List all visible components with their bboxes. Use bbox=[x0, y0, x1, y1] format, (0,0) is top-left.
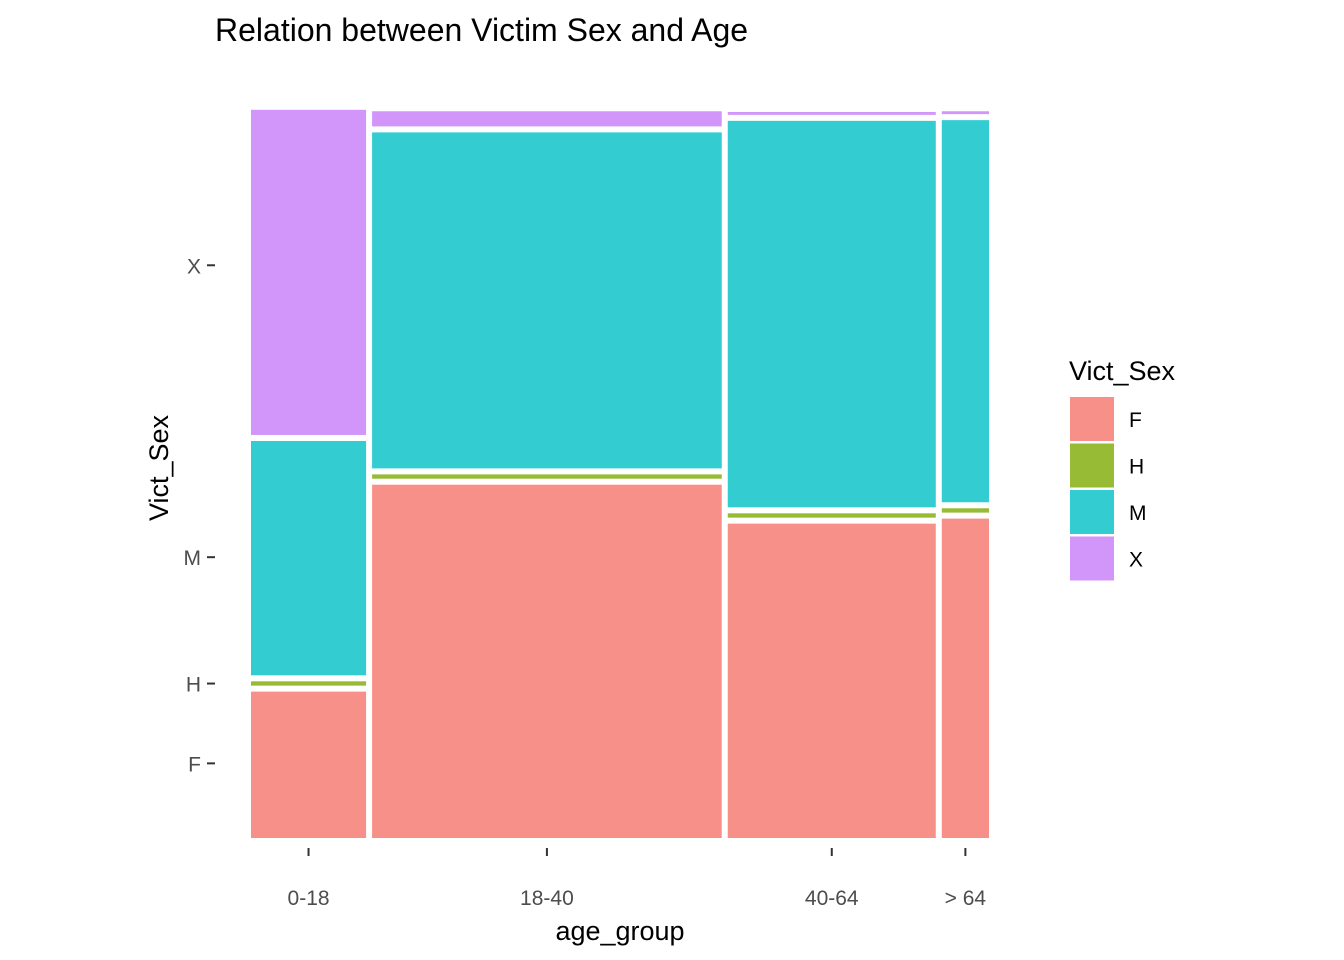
cell-64-h bbox=[941, 508, 989, 513]
x-tick-label-40-64: 40-64 bbox=[805, 887, 859, 910]
cell-64-m bbox=[941, 120, 989, 503]
legend-swatch-h bbox=[1070, 443, 1114, 488]
cell-64-x bbox=[941, 111, 989, 115]
legend: Vict_Sex F HM X bbox=[1069, 356, 1176, 581]
legend-label-m: M bbox=[1129, 502, 1147, 525]
y-tick-label-x: X bbox=[187, 255, 201, 278]
cell-0-18-f bbox=[251, 691, 367, 838]
legend-label-f: F bbox=[1129, 409, 1142, 432]
x-tick-label-0-18: 0-18 bbox=[288, 887, 330, 910]
y-axis-title: Vict_Sex bbox=[144, 414, 174, 521]
cell-40-64-f bbox=[727, 523, 936, 838]
x-axis: 0-18 18-40 40-64 > 64 bbox=[288, 848, 987, 910]
y-axis: F H M X bbox=[184, 255, 215, 776]
cell-40-64-m bbox=[727, 120, 936, 508]
y-tick-label-h: H bbox=[186, 674, 201, 697]
x-axis-title: age_group bbox=[555, 916, 684, 946]
cell-18-40-m bbox=[372, 132, 722, 469]
mosaic-cells bbox=[251, 109, 989, 838]
cell-18-40-x bbox=[372, 111, 722, 127]
cell-0-18-x bbox=[251, 109, 367, 435]
legend-swatch-f bbox=[1070, 397, 1114, 441]
cell-64-f bbox=[941, 518, 989, 838]
legend-swatch-x bbox=[1070, 536, 1114, 581]
legend-label-x: X bbox=[1129, 549, 1143, 572]
legend-label-h: H bbox=[1129, 456, 1144, 479]
chart-title: Relation between Victim Sex and Age bbox=[215, 12, 748, 48]
cell-18-40-f bbox=[372, 484, 722, 838]
cell-18-40-h bbox=[372, 474, 722, 479]
y-tick-label-m: M bbox=[184, 547, 202, 570]
legend-swatch-m bbox=[1070, 490, 1114, 534]
x-tick-label-64: > 64 bbox=[945, 887, 987, 910]
cell-0-18-m bbox=[251, 440, 367, 676]
cell-40-64-x bbox=[727, 111, 936, 115]
cell-40-64-h bbox=[727, 513, 936, 518]
cell-0-18-h bbox=[251, 681, 367, 686]
y-tick-label-f: F bbox=[188, 753, 201, 776]
x-tick-label-18-40: 18-40 bbox=[520, 887, 574, 910]
legend-title: Vict_Sex bbox=[1069, 356, 1176, 386]
